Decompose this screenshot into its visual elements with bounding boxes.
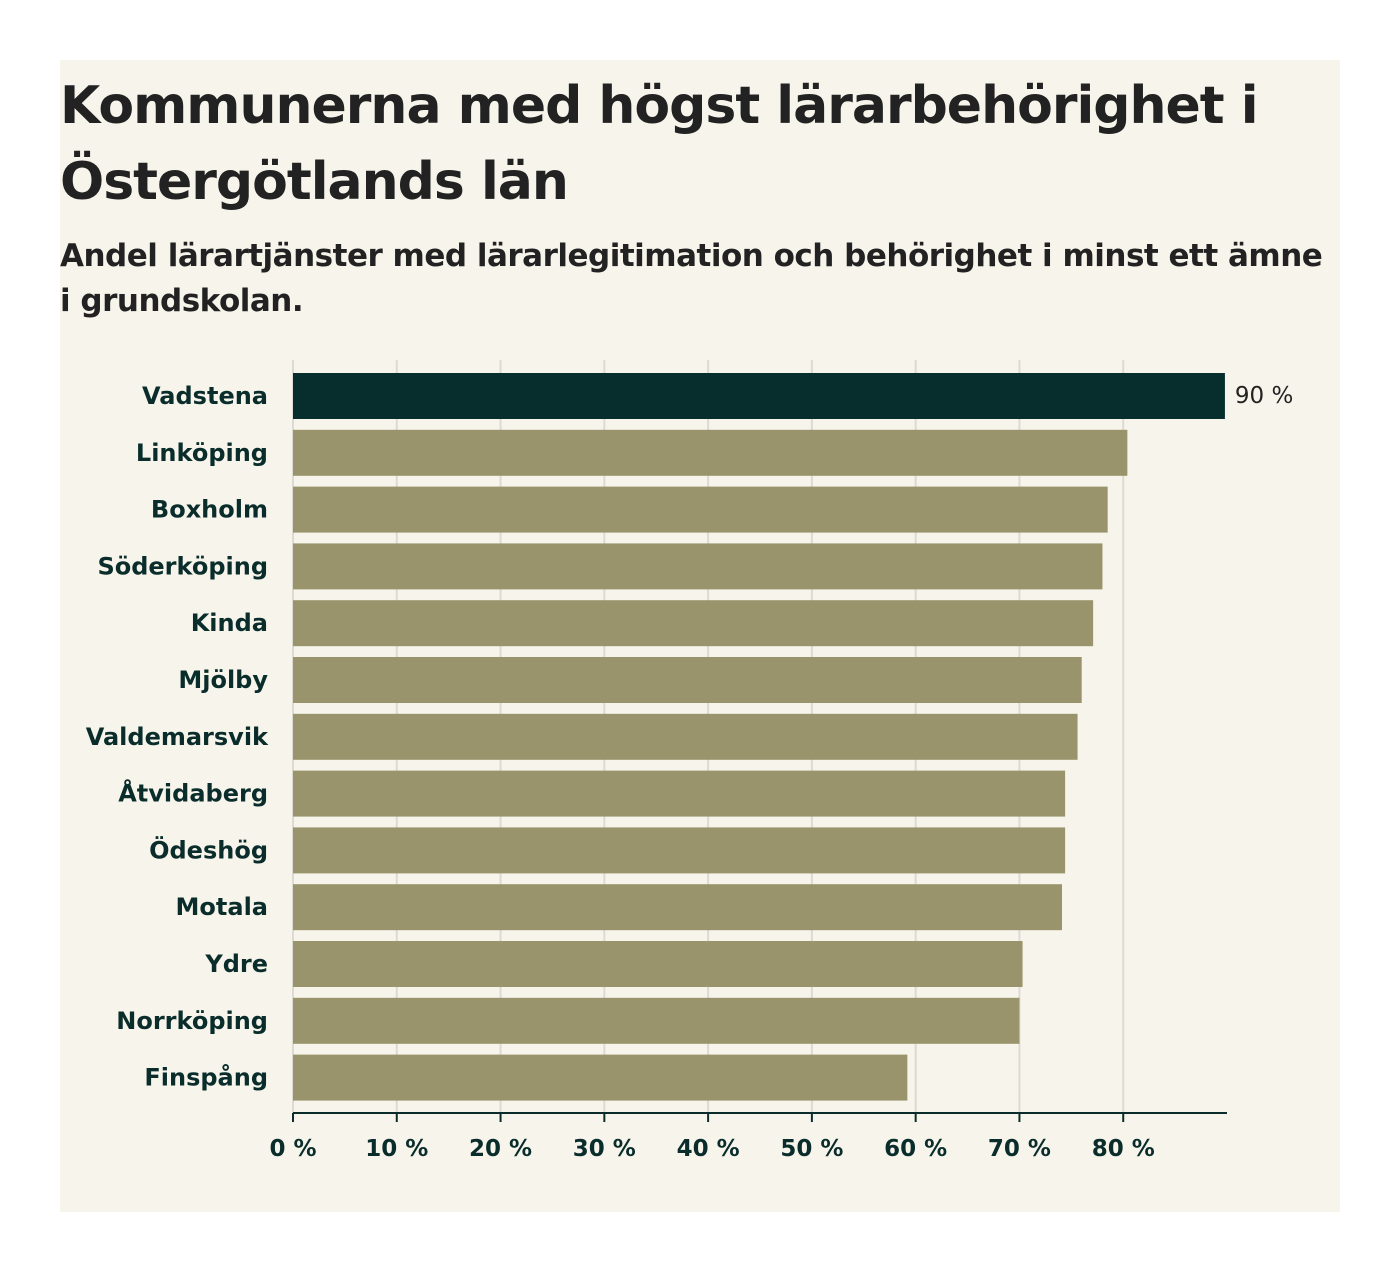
x-tick-label: 60 % <box>884 1136 947 1162</box>
x-tick-label: 0 % <box>269 1136 316 1162</box>
x-tick-label: 10 % <box>365 1136 428 1162</box>
category-label: Åtvidaberg <box>118 779 268 808</box>
data-label: 90 % <box>1235 383 1293 409</box>
category-label: Mjölby <box>178 666 268 694</box>
category-label: Linköping <box>136 439 268 467</box>
category-label: Motala <box>176 893 268 921</box>
bar-linköping <box>293 429 1128 476</box>
chart-title: Kommunerna med högst lärarbehörighet i Ö… <box>60 76 1259 212</box>
bar-ödeshög <box>293 827 1066 874</box>
bar-motala <box>293 884 1062 931</box>
bar-åtvidaberg <box>293 770 1066 817</box>
bar-kinda <box>293 600 1094 647</box>
x-tick-label: 50 % <box>780 1136 843 1162</box>
x-axis: 0 % 10 % 20 % 30 % 40 % 50 % 60 % 70 % 80 % <box>269 1112 1227 1162</box>
category-label: Kinda <box>191 609 268 637</box>
bar-söderköping <box>293 543 1103 590</box>
category-label: Norrköping <box>116 1007 268 1035</box>
bar-vadstena <box>293 373 1225 419</box>
chart-subtitle: Andel lärartjänster med lärarlegitimatio… <box>60 238 1323 319</box>
bar-boxholm <box>293 486 1108 533</box>
category-label: Finspång <box>144 1063 268 1092</box>
bar-mjölby <box>293 657 1082 703</box>
x-tick-label: 40 % <box>677 1136 740 1162</box>
category-label: Ödeshög <box>149 834 268 864</box>
bar-ydre <box>293 941 1023 987</box>
category-label: Ydre <box>204 950 268 978</box>
x-tick-label: 80 % <box>1092 1136 1155 1162</box>
bar-finspång <box>293 1054 908 1101</box>
bar-valdemarsvik <box>293 713 1078 760</box>
category-label: Valdemarsvik <box>86 723 269 751</box>
category-label: Boxholm <box>151 496 268 524</box>
x-tick-label: 20 % <box>469 1136 532 1162</box>
category-labels: Vadstena 90 % Linköping Boxholm Söderköping K… <box>86 382 1294 1092</box>
category-label: Söderköping <box>97 552 268 580</box>
category-label: Vadstena <box>142 382 268 410</box>
bars <box>293 373 1225 1101</box>
x-tick-label: 30 % <box>573 1136 636 1162</box>
x-tick-label: 70 % <box>988 1136 1051 1162</box>
bar-norrköping <box>293 997 1020 1044</box>
